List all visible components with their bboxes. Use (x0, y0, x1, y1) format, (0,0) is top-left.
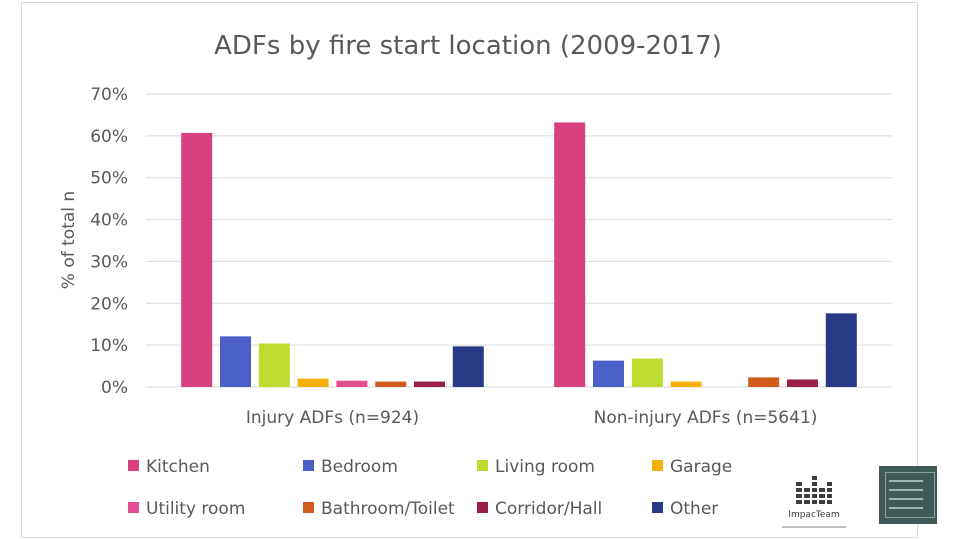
gridlines (146, 93, 892, 388)
chart-title: ADFs by fire start location (2009-2017) (214, 31, 722, 61)
legend-label: Living room (495, 457, 595, 477)
bar (452, 346, 484, 387)
network-logo (879, 466, 937, 524)
bar (554, 122, 586, 387)
y-axis-ticks: 0% 10% 20% 30% 40% 50% 60% 70% (90, 85, 128, 398)
bar (748, 377, 780, 387)
x-axis-labels: Injury ADFs (n=924) Non-injury ADFs (n=56… (246, 408, 818, 428)
legend-label: Bedroom (321, 457, 398, 477)
network-logo-text-lines (889, 480, 933, 516)
bars (181, 122, 857, 387)
bar (414, 381, 445, 387)
legend-label: Kitchen (146, 457, 210, 477)
x-tick-label: Non-injury ADFs (n=5641) (594, 408, 818, 428)
x-tick-label: Injury ADFs (n=924) (246, 408, 419, 428)
y-tick-label: 60% (90, 127, 128, 147)
bar (670, 381, 702, 387)
impacteam-logo-mark (796, 476, 832, 504)
legend-label: Other (670, 499, 718, 519)
y-tick-label: 10% (90, 336, 128, 356)
bar (631, 358, 663, 387)
legend-swatch (128, 502, 139, 513)
bar (593, 360, 624, 387)
legend: Kitchen Bedroom Living room Garage Utility r… (128, 457, 732, 519)
impacteam-logo-tagline (782, 526, 846, 528)
bar (220, 336, 251, 387)
bar (297, 378, 329, 387)
bar (375, 381, 407, 387)
chart-frame (21, 2, 918, 538)
y-tick-label: 0% (101, 378, 128, 398)
legend-swatch (477, 502, 488, 513)
bar (258, 343, 290, 387)
y-tick-label: 40% (90, 211, 128, 231)
y-tick-label: 30% (90, 252, 128, 272)
legend-label: Corridor/Hall (495, 499, 602, 519)
impacteam-logo: ImpacTeam (778, 470, 850, 536)
bar (336, 380, 368, 387)
y-tick-label: 50% (90, 169, 128, 189)
legend-swatch (303, 460, 314, 471)
legend-label: Garage (670, 457, 732, 477)
bar (787, 379, 818, 387)
y-axis-label: % of total n (59, 191, 79, 289)
bar (181, 132, 213, 387)
impacteam-logo-name: ImpacTeam (788, 510, 840, 520)
legend-label: Bathroom/Toilet (321, 499, 455, 519)
y-tick-label: 70% (90, 85, 128, 105)
legend-swatch (303, 502, 314, 513)
legend-label: Utility room (146, 499, 245, 519)
legend-swatch (652, 460, 663, 471)
network-logo-border (885, 472, 935, 518)
y-tick-label: 20% (90, 294, 128, 314)
bar (825, 313, 857, 387)
legend-swatch (477, 460, 488, 471)
legend-swatch (652, 502, 663, 513)
legend-swatch (128, 460, 139, 471)
